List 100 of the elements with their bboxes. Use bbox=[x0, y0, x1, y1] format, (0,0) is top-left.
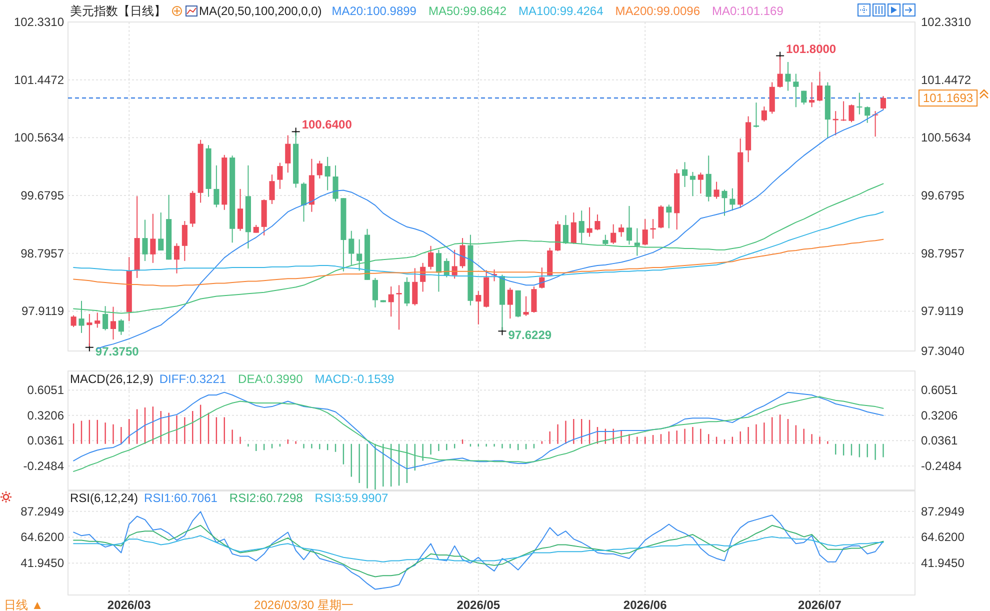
y-tick-label: 41.9450 bbox=[20, 556, 64, 570]
candlestick bbox=[404, 276, 410, 307]
text: MA100:99.4264 bbox=[518, 4, 604, 18]
candlestick bbox=[856, 92, 862, 115]
candlestick bbox=[436, 249, 442, 292]
candlestick bbox=[182, 220, 188, 262]
chart-subtitle: MA(20,50,100,200,0,0) bbox=[199, 4, 322, 18]
y-tick-label: -0.2484 bbox=[23, 458, 64, 473]
candlestick bbox=[460, 238, 466, 269]
y-tick-label: 99.6795 bbox=[20, 188, 64, 203]
candlestick bbox=[618, 224, 624, 238]
text: MA0:101.169 bbox=[712, 4, 784, 18]
y2-tick-label: 0.3206 bbox=[921, 408, 958, 422]
candlestick bbox=[174, 242, 180, 274]
candlestick bbox=[142, 219, 148, 262]
candlestick bbox=[634, 228, 640, 256]
annotation: 100.6400 bbox=[302, 118, 352, 132]
x-tick-label: 2026/07 bbox=[798, 598, 842, 611]
line-series bbox=[73, 238, 884, 286]
candlestick bbox=[809, 82, 815, 108]
candlestick bbox=[412, 268, 418, 306]
y-tick-label: 0.0361 bbox=[27, 434, 64, 448]
y2-tick-label: 100.5634 bbox=[921, 130, 972, 145]
text: RSI2:60.7298 bbox=[229, 491, 304, 505]
candlestick bbox=[476, 290, 482, 325]
line-series bbox=[73, 524, 884, 578]
candlestick bbox=[300, 182, 307, 222]
candlestick bbox=[840, 100, 846, 122]
y-tick-label: 0.3206 bbox=[27, 408, 64, 422]
x-tick-label: 2026/05 bbox=[456, 598, 500, 611]
y2-tick-label: 97.3040 bbox=[921, 344, 965, 358]
candlestick bbox=[714, 181, 720, 200]
y2-tick-label: 102.3310 bbox=[921, 15, 972, 29]
y2-tick-label: 64.6200 bbox=[921, 530, 965, 544]
y2-tick-label: 0.6051 bbox=[921, 383, 958, 398]
candlestick bbox=[285, 134, 291, 174]
y2-tick-label: 98.7957 bbox=[921, 246, 965, 260]
series-label: DIFF:0.3221 bbox=[159, 372, 226, 386]
candlestick bbox=[570, 212, 576, 244]
annotation: 101.8000 bbox=[786, 42, 836, 56]
candlestick bbox=[816, 71, 823, 102]
candlestick bbox=[269, 174, 275, 205]
candlestick bbox=[666, 204, 672, 229]
y2-tick-label: 99.6795 bbox=[921, 188, 965, 203]
text: 2026/03/30 星期一 bbox=[254, 598, 354, 611]
candlestick bbox=[578, 210, 584, 244]
annotation: MACD:-0.1539 bbox=[314, 372, 394, 386]
candlestick bbox=[428, 245, 434, 270]
x-tick-label: 2026/03 bbox=[107, 598, 152, 611]
y2-tick-label: 97.9119 bbox=[921, 304, 964, 318]
candlestick bbox=[348, 230, 354, 266]
candlestick bbox=[730, 188, 736, 212]
candlestick bbox=[793, 73, 799, 108]
y2-tick-label: 101.4472 bbox=[921, 72, 972, 87]
candlestick bbox=[594, 214, 600, 231]
candlestick bbox=[316, 160, 322, 179]
candlestick bbox=[626, 205, 632, 246]
candlestick bbox=[158, 212, 164, 251]
candlestick bbox=[690, 171, 696, 197]
candlestick bbox=[848, 104, 854, 123]
candlestick bbox=[722, 189, 728, 216]
candlestick bbox=[586, 206, 592, 238]
chart-title: RSI(6,12,24) bbox=[70, 491, 138, 505]
candlestick bbox=[70, 314, 76, 328]
y-tick-label: 100.5634 bbox=[14, 130, 64, 145]
series-label: DEA:0.3990 bbox=[238, 372, 304, 386]
text: RSI3:59.9907 bbox=[314, 491, 389, 505]
candlestick bbox=[753, 102, 760, 128]
candlestick bbox=[531, 286, 537, 314]
annotation: 97.3750 bbox=[95, 344, 140, 358]
y-tick-label: 97.9119 bbox=[22, 304, 64, 318]
candlestick bbox=[785, 61, 791, 92]
y2-tick-label: 0.0361 bbox=[921, 434, 958, 448]
candlestick bbox=[801, 90, 807, 106]
candlestick bbox=[396, 284, 402, 330]
candlestick bbox=[698, 172, 704, 194]
candlestick bbox=[864, 106, 870, 124]
line-series bbox=[73, 535, 884, 562]
candlestick bbox=[610, 224, 616, 244]
candlestick bbox=[324, 156, 330, 191]
candlestick bbox=[706, 155, 712, 202]
candlestick bbox=[110, 306, 116, 340]
candlestick bbox=[602, 234, 608, 246]
candlestick bbox=[94, 312, 100, 328]
candlestick bbox=[118, 318, 124, 336]
line-series bbox=[73, 511, 884, 590]
text: MA20:100.9899 bbox=[332, 4, 417, 18]
text: MA50:99.8642 bbox=[428, 4, 507, 18]
candlestick bbox=[150, 213, 156, 264]
y-tick-label: 101.4472 bbox=[14, 72, 64, 87]
candlestick bbox=[214, 164, 220, 208]
candlestick bbox=[642, 218, 648, 246]
annotation: 97.6229 bbox=[508, 328, 552, 342]
y2-tick-label: 87.2949 bbox=[921, 504, 965, 518]
series-label: RSI1:60.7061 bbox=[144, 491, 218, 505]
y-tick-label: 87.2949 bbox=[20, 504, 64, 518]
y2-tick-label: 41.9450 bbox=[921, 556, 965, 570]
candlestick bbox=[658, 204, 664, 229]
candlestick bbox=[452, 249, 458, 280]
candlestick bbox=[507, 287, 513, 320]
